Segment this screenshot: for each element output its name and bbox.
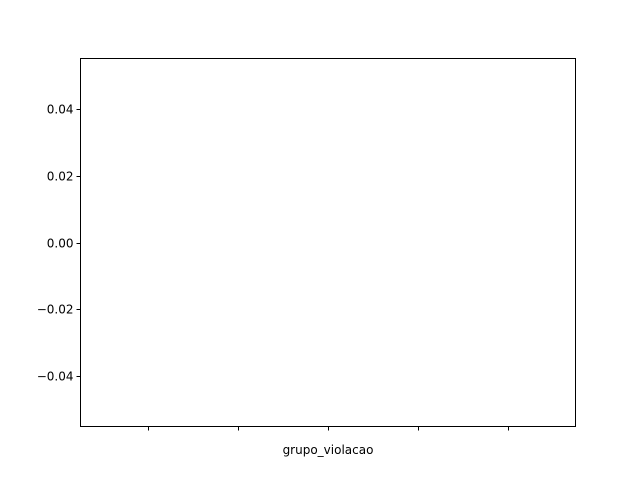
x-axis-label: grupo_violacao — [283, 443, 374, 457]
y-tick-label: 0.04 — [47, 103, 74, 117]
y-axis: −0.04 −0.02 0.00 0.02 0.04 — [37, 103, 81, 384]
plot-area-frame — [80, 58, 576, 427]
y-tick-label: −0.02 — [37, 303, 74, 317]
y-tick-label: 0.02 — [47, 170, 74, 184]
x-axis — [148, 426, 509, 431]
y-tick-label: −0.04 — [37, 370, 74, 384]
y-tick-label: 0.00 — [47, 237, 74, 251]
